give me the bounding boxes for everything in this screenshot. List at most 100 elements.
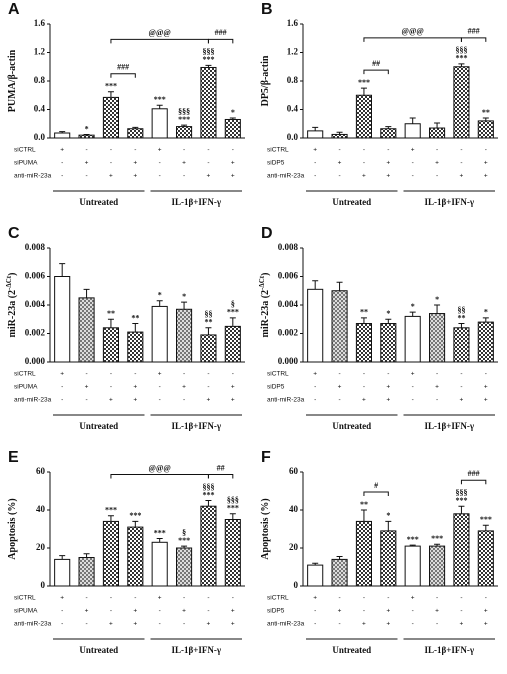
treatment-mark: - [363,371,365,378]
error-bar [336,131,343,135]
bar [404,545,421,587]
treatment-mark: - [110,371,112,378]
significance-label: *** [358,78,370,87]
error-bar [385,126,392,129]
treatment-mark: + [85,384,89,391]
y-tick-label: 0.8 [34,75,46,85]
treatment-mark: + [362,621,366,628]
bar [355,323,372,363]
treatment-mark: - [61,160,63,167]
significance-label: *** [407,535,419,544]
y-tick-label: 40 [36,504,46,514]
y-axis-label-sup: -ΔCt [258,275,266,290]
error-bar [229,117,236,120]
row-name: anti-miR-23a [267,621,305,628]
treatment-mark: - [314,608,316,615]
error-bar [336,281,343,291]
y-tick-label: 0.008 [25,242,46,252]
significance-label: § [231,300,235,309]
treatment-mark: + [484,621,488,628]
treatment-mark: - [460,595,462,602]
treatment-mark: - [338,147,340,154]
y-axis-label-text: Apoptosis (%) [260,498,271,559]
panel-letter: F [261,449,271,466]
bar [127,526,144,587]
comparison-bracket [363,37,462,42]
group-label: IL-1β+IFN-γ [424,645,474,655]
bar [200,66,217,139]
treatment-mark: + [133,173,137,180]
treatment-mark: - [314,384,316,391]
error-bar [312,280,319,290]
comparison-bracket [110,474,209,479]
treatment-mark: + [460,173,464,180]
error-bar [482,117,489,121]
error-bar [312,562,319,566]
comparison-label: ## [372,59,380,68]
error-bar [360,509,367,522]
significance-label: *** [455,496,467,505]
y-axis-label-end: ) [7,273,18,276]
error-bar [83,133,90,136]
significance-label: ** [107,309,115,318]
significance-label: §§§ [202,482,214,491]
error-bar [312,126,319,131]
treatment-mark: - [412,160,414,167]
bar [54,558,71,587]
treatment-mark: - [159,384,161,391]
treatment-mark: - [85,147,87,154]
treatment-mark: - [232,371,234,378]
treatment-mark: + [231,397,235,404]
bar [453,513,470,587]
bar [331,290,348,363]
treatment-mark: - [134,595,136,602]
row-name: siPUMA [14,608,38,615]
panel: APUMA/β-actin0.00.40.81.21.6*******§§§**… [7,1,245,207]
comparison-label: ### [215,28,227,37]
significance-label: *** [105,82,117,91]
treatment-mark: - [159,608,161,615]
significance-label: *** [178,115,190,124]
y-tick-label: 0.004 [25,299,46,309]
comparison-bracket [110,38,209,44]
y-tick-label: 20 [36,542,46,552]
treatment-mark: - [183,173,185,180]
row-name: siCTRL [14,371,36,378]
bar [307,564,324,587]
treatment-mark: - [436,147,438,154]
treatment-mark: - [363,608,365,615]
group-label: Untreated [332,421,371,431]
error-bar [59,263,66,277]
significance-label: * [158,291,162,300]
row-name: siCTRL [267,371,289,378]
bar [102,327,119,363]
treatment-mark: + [386,397,390,404]
treatment-mark: - [460,147,462,154]
significance-label: * [386,511,390,520]
row-name: siCTRL [14,595,36,602]
row-name: anti-miR-23a [14,621,52,628]
treatment-mark: + [411,147,415,154]
treatment-mark: + [60,595,64,602]
treatment-mark: - [460,384,462,391]
error-bar [205,64,212,68]
treatment-mark: - [183,595,185,602]
error-bar [458,63,465,67]
significance-label: *** [178,536,190,545]
treatment-mark: - [363,160,365,167]
treatment-mark: + [60,147,64,154]
treatment-mark: + [109,397,113,404]
comparison-label: ### [468,469,480,478]
panel-letter: E [8,449,19,466]
y-tick-label: 1.2 [287,47,299,57]
treatment-mark: - [412,384,414,391]
error-bar [132,520,139,528]
treatment-mark: - [207,595,209,602]
error-bar [107,515,114,522]
significance-label: *** [480,515,492,524]
comparison-label: ## [217,463,225,472]
row-name: anti-miR-23a [14,397,52,404]
significance-label: * [435,295,439,304]
treatment-mark: - [314,160,316,167]
